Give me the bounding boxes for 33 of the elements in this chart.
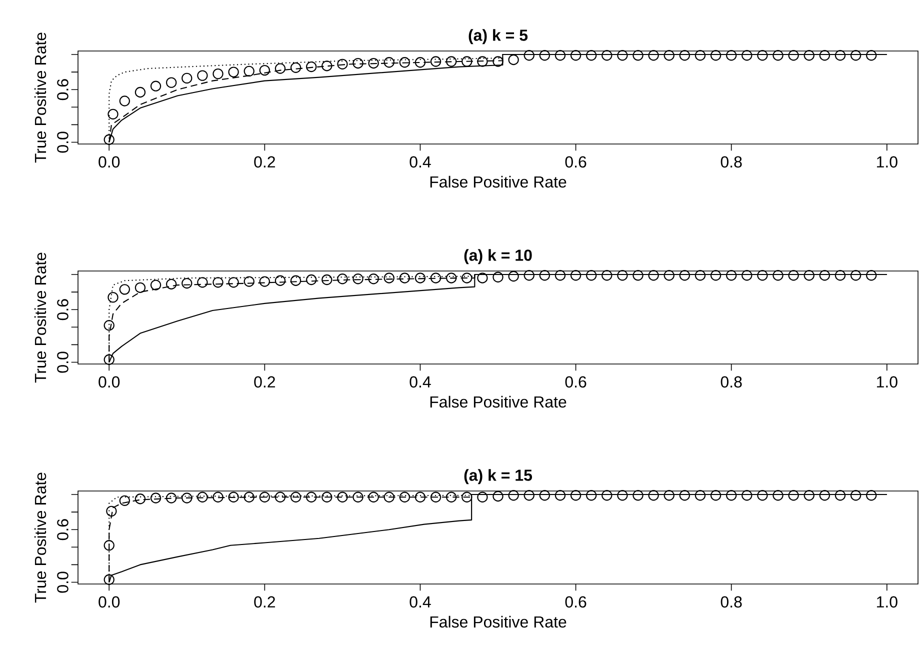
x-tick-label: 1.0: [876, 376, 898, 388]
y-tick-label: 0.0: [57, 572, 68, 593]
chart-title: (a) k = 10: [464, 249, 532, 264]
x-tick-label: 0.4: [410, 596, 431, 608]
y-tick-label: 0.0: [57, 132, 68, 153]
x-tick-label: 0.8: [720, 376, 742, 388]
x-tick-label: 0.2: [254, 596, 275, 608]
x-tick-label: 1.0: [876, 156, 898, 168]
y-axis-title: True Positive Rate: [34, 32, 46, 163]
x-axis-title: False Positive Rate: [430, 396, 566, 408]
x-tick-label: 0.8: [720, 156, 742, 168]
y-axis-title: True Positive Rate: [34, 252, 46, 383]
x-axis-title: False Positive Rate: [430, 616, 566, 628]
x-tick-label: 0.6: [565, 596, 586, 608]
chart-title: (a) k = 5: [468, 29, 528, 44]
y-axis-title: True Positive Rate: [34, 472, 46, 603]
x-tick-label: 0.0: [98, 156, 120, 168]
y-tick-label: 0.6: [57, 79, 68, 100]
x-tick-label: 1.0: [876, 596, 898, 608]
x-axis-title: False Positive Rate: [430, 176, 566, 188]
x-tick-label: 0.0: [98, 596, 120, 608]
y-tick-label: 0.6: [57, 519, 68, 540]
y-tick-label: 0.0: [57, 352, 68, 373]
y-tick-label: 0.6: [57, 299, 68, 320]
chart-title: (a) k = 15: [464, 469, 532, 484]
x-tick-label: 0.6: [565, 156, 586, 168]
x-tick-label: 0.6: [565, 376, 586, 388]
x-tick-label: 0.2: [254, 376, 275, 388]
x-tick-label: 0.2: [254, 156, 275, 168]
x-tick-label: 0.0: [98, 376, 120, 388]
x-tick-label: 0.4: [410, 156, 431, 168]
x-tick-label: 0.4: [410, 376, 431, 388]
x-tick-label: 0.8: [720, 596, 742, 608]
